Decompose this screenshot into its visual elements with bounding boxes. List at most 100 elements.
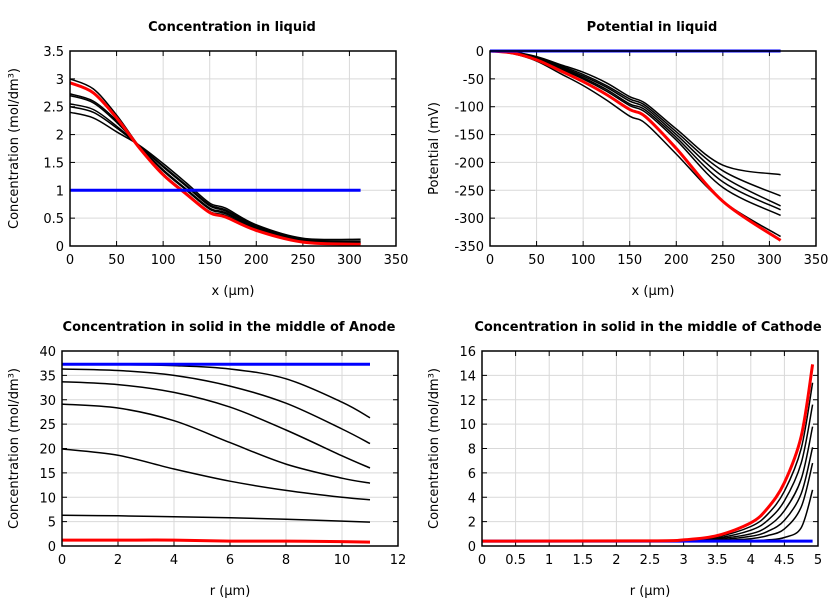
y-axis-label: Concentration (mol/dm³): [7, 68, 22, 229]
x-tick-label: 100: [571, 253, 596, 268]
y-tick-label: 6: [468, 467, 476, 482]
x-tick-label: 200: [664, 253, 689, 268]
x-tick-label: 0: [58, 553, 66, 568]
x-tick-label: 8: [282, 553, 290, 568]
y-tick-label: 4: [468, 491, 476, 506]
x-tick-label: 6: [226, 553, 234, 568]
y-tick-label: -350: [454, 240, 484, 255]
x-tick-label: 4: [747, 553, 755, 568]
x-tick-label: 50: [528, 253, 545, 268]
series-line-8: [481, 364, 815, 543]
plot-frame: [61, 350, 399, 547]
subplot-3: 0 2 4 6 8 10 12 0 5 10 15 20 25 30 35 40 Concentration i…: [7, 320, 406, 599]
x-tick-label: 2: [612, 553, 620, 568]
y-tick-label: 10: [459, 418, 476, 433]
y-tick-label: 0: [476, 45, 484, 60]
series-line-5: [69, 105, 361, 242]
x-tick-label: 150: [617, 253, 642, 268]
y-tick-label: 30: [39, 394, 56, 409]
y-tick-label: 35: [39, 369, 56, 384]
x-tick-label: 0: [478, 553, 486, 568]
y-tick-label: -200: [454, 156, 484, 171]
x-tick-label: 0.5: [505, 553, 526, 568]
chart-title: Concentration in liquid: [148, 20, 316, 35]
x-tick-label: 2: [114, 553, 122, 568]
series-line-3: [489, 50, 781, 211]
subplot-4: 0 0.5 1 1.5 2 2.5 3 3.5 4 4.5 5 0 2 4 6 8 10 12 14 16 Concen…: [427, 320, 822, 599]
series-line-4: [69, 103, 361, 243]
y-tick-label: 2: [56, 129, 64, 144]
x-tick-label: 2.5: [640, 553, 661, 568]
series-line-1: [61, 363, 371, 419]
y-tick-label: 0: [56, 240, 64, 255]
x-tick-label: 100: [151, 253, 176, 268]
y-axis-label: Concentration (mol/dm³): [427, 368, 442, 529]
series-line-4: [489, 50, 781, 207]
y-tick-label: -150: [454, 129, 484, 144]
x-tick-label: 4.5: [774, 553, 795, 568]
y-tick-label: 20: [39, 443, 56, 458]
chart-title: Concentration in solid in the middle of …: [474, 320, 822, 335]
y-tick-label: 0: [468, 540, 476, 555]
y-tick-label: 2: [468, 516, 476, 531]
series-line-4: [61, 403, 371, 484]
y-tick-label: 1.5: [43, 156, 64, 171]
x-tick-label: 1: [545, 553, 553, 568]
x-tick-label: 5: [814, 553, 822, 568]
series-line-4: [481, 447, 814, 542]
x-axis-label: r (µm): [630, 584, 671, 599]
chart-title: Concentration in solid in the middle of …: [63, 320, 396, 335]
x-tick-label: 250: [290, 253, 315, 268]
x-tick-label: 3: [679, 553, 687, 568]
plot-frame: [69, 50, 397, 247]
x-tick-label: 350: [384, 253, 409, 268]
y-tick-label: 8: [468, 443, 476, 458]
x-tick-label: 150: [197, 253, 222, 268]
y-tick-label: 3.5: [43, 45, 64, 60]
y-tick-label: 5: [48, 516, 56, 531]
x-axis-label: x (µm): [632, 284, 675, 299]
x-tick-label: 4: [170, 553, 178, 568]
y-tick-label: 15: [39, 467, 56, 482]
y-tick-label: 12: [459, 394, 476, 409]
series-line-6: [489, 50, 781, 176]
y-tick-label: 16: [459, 345, 476, 360]
series-line-5: [61, 448, 371, 501]
subplot-2: 0 50 100 150 200 250 300 350 -350 -300 -250 -200 -15…: [427, 20, 828, 299]
x-tick-label: 1.5: [572, 553, 593, 568]
y-tick-label: 0: [48, 540, 56, 555]
series-line-3: [61, 380, 371, 469]
y-tick-label: -100: [454, 101, 484, 116]
chart-title: Potential in liquid: [587, 20, 718, 35]
x-tick-label: 3.5: [707, 553, 728, 568]
x-tick-label: 0: [486, 253, 494, 268]
x-tick-label: 10: [334, 553, 351, 568]
series-line-6: [69, 111, 361, 241]
x-axis-label: r (µm): [210, 584, 251, 599]
x-tick-label: 0: [66, 253, 74, 268]
x-tick-label: 200: [244, 253, 269, 268]
y-tick-label: -250: [454, 184, 484, 199]
x-tick-label: 300: [757, 253, 782, 268]
series-line-5: [489, 50, 781, 197]
y-tick-label: 3: [56, 73, 64, 88]
y-axis-label: Concentration (mol/dm³): [7, 368, 22, 529]
y-tick-label: -300: [454, 212, 484, 227]
series-line-6: [61, 514, 371, 523]
series-line-1: [69, 78, 361, 246]
y-tick-label: 25: [39, 418, 56, 433]
series-line-2: [61, 368, 371, 445]
plot-frame: [481, 350, 819, 547]
x-tick-label: 300: [337, 253, 362, 268]
series-line-7: [489, 49, 782, 242]
series-line-1: [481, 382, 814, 542]
x-axis-label: x (µm): [212, 284, 255, 299]
y-tick-label: 1: [56, 184, 64, 199]
series-line-7: [61, 538, 371, 544]
series-line-7: [69, 81, 361, 246]
y-tick-label: 2.5: [43, 101, 64, 116]
y-tick-label: 0.5: [43, 212, 64, 227]
x-tick-label: 12: [390, 553, 407, 568]
y-tick-label: 14: [459, 369, 476, 384]
